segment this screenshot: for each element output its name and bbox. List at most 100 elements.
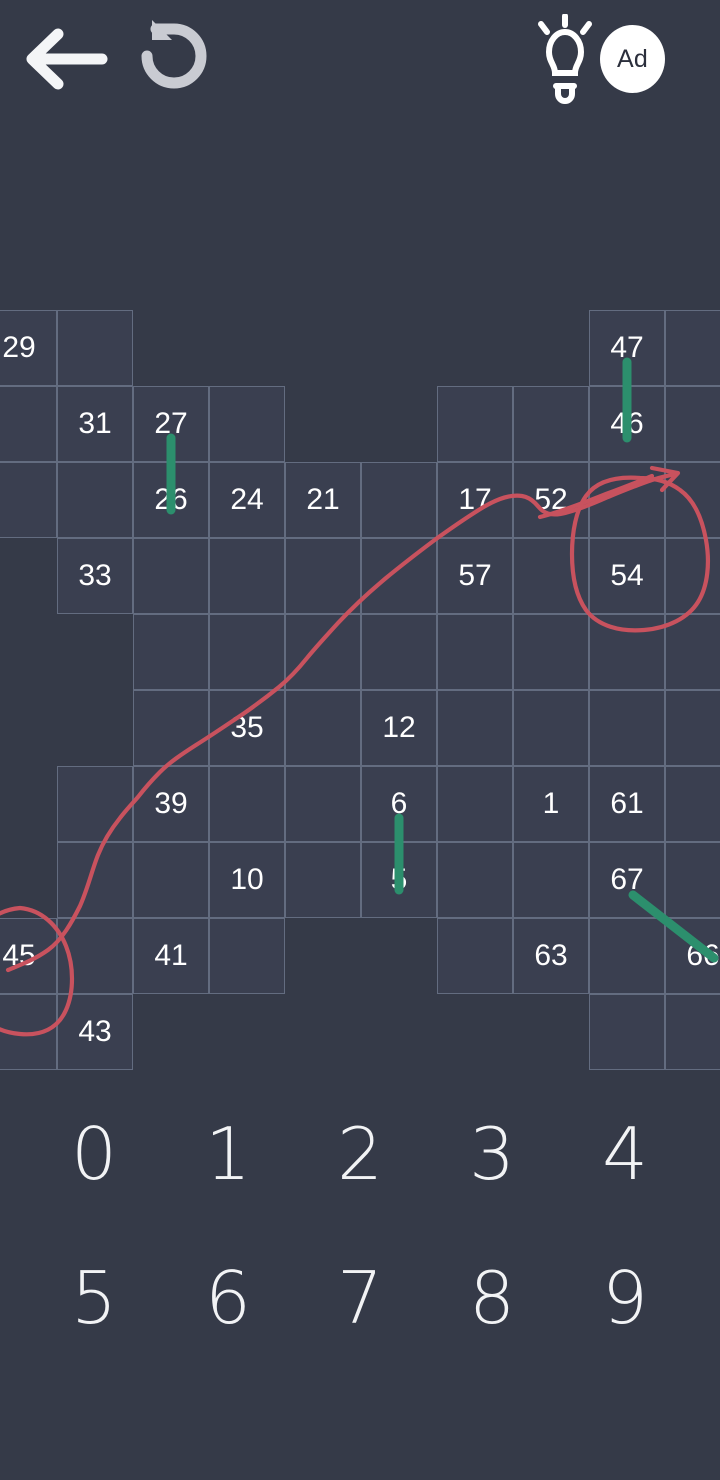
grid-cell-number[interactable]: 21 xyxy=(285,462,361,538)
grid-cell-empty[interactable] xyxy=(437,614,513,690)
hint-lightbulb-button[interactable] xyxy=(528,13,602,104)
number-keypad[interactable]: 0 1 2 3 4 5 6 7 8 9 xyxy=(0,1085,720,1385)
grid-cell-empty[interactable] xyxy=(285,614,361,690)
grid-cell-empty[interactable] xyxy=(513,614,589,690)
grid-cell-number[interactable]: 45 xyxy=(0,918,57,994)
numpad-key-8[interactable]: 8 xyxy=(469,1256,515,1340)
grid-cell-number[interactable]: 5 xyxy=(361,842,437,918)
grid-cell-empty[interactable] xyxy=(209,386,285,462)
numpad-key-1[interactable]: 1 xyxy=(205,1112,251,1196)
grid-cell-empty[interactable] xyxy=(0,386,57,462)
grid-cell-number[interactable]: 43 xyxy=(57,994,133,1070)
grid-cell-empty[interactable] xyxy=(133,690,209,766)
grid-cell-empty[interactable] xyxy=(57,842,133,918)
grid-cell-empty[interactable] xyxy=(285,690,361,766)
grid-cell-number[interactable]: 17 xyxy=(437,462,513,538)
grid-cell-number[interactable]: 39 xyxy=(133,766,209,842)
grid-cell-empty[interactable] xyxy=(285,766,361,842)
grid-cell-empty[interactable] xyxy=(0,994,57,1070)
grid-cell-empty[interactable] xyxy=(437,690,513,766)
grid-cell-number[interactable]: 61 xyxy=(589,766,665,842)
grid-cell-empty[interactable] xyxy=(57,766,133,842)
grid-cell-empty[interactable] xyxy=(285,538,361,614)
grid-cell-number[interactable]: 12 xyxy=(361,690,437,766)
grid-cell-number[interactable]: 47 xyxy=(589,310,665,386)
numpad-key-2[interactable]: 2 xyxy=(337,1112,383,1196)
grid-cell-empty[interactable] xyxy=(209,766,285,842)
grid-cell-number[interactable]: 63 xyxy=(513,918,589,994)
grid-cell-empty[interactable] xyxy=(665,462,720,538)
grid-cell-empty[interactable] xyxy=(513,690,589,766)
grid-cell-empty[interactable] xyxy=(57,918,133,994)
grid-cell-number[interactable]: 6 xyxy=(361,766,437,842)
grid-cell-empty[interactable] xyxy=(589,994,665,1070)
grid-cell-empty[interactable] xyxy=(589,462,665,538)
grid-cell-empty[interactable] xyxy=(513,386,589,462)
grid-cell-number[interactable]: 10 xyxy=(209,842,285,918)
grid-cell-empty[interactable] xyxy=(209,614,285,690)
numpad-key-7[interactable]: 7 xyxy=(337,1256,383,1340)
numpad-key-5[interactable]: 5 xyxy=(71,1256,117,1340)
grid-cell-empty[interactable] xyxy=(133,614,209,690)
grid-cell-number[interactable]: 27 xyxy=(133,386,209,462)
grid-cell-empty[interactable] xyxy=(0,462,57,538)
ad-badge[interactable]: Ad xyxy=(600,25,665,93)
undo-button[interactable] xyxy=(130,18,216,100)
grid-cell-empty[interactable] xyxy=(665,994,720,1070)
grid-cell-empty[interactable] xyxy=(589,614,665,690)
numpad-key-9[interactable]: 9 xyxy=(602,1256,648,1340)
grid-cell-empty[interactable] xyxy=(361,614,437,690)
grid-cell-empty[interactable] xyxy=(437,842,513,918)
grid-cell-empty[interactable] xyxy=(57,310,133,386)
numpad-key-6[interactable]: 6 xyxy=(205,1256,251,1340)
grid-cell-number[interactable]: 67 xyxy=(589,842,665,918)
grid-cell-empty[interactable] xyxy=(133,842,209,918)
grid-cell-empty[interactable] xyxy=(513,538,589,614)
grid-cell-number[interactable]: 41 xyxy=(133,918,209,994)
grid-cell-empty[interactable] xyxy=(589,690,665,766)
grid-cell-number[interactable]: 24 xyxy=(209,462,285,538)
grid-cell-number[interactable]: 35 xyxy=(209,690,285,766)
grid-cell-number[interactable]: 66 xyxy=(665,918,720,994)
grid-cell-empty[interactable] xyxy=(665,538,720,614)
grid-cell-empty[interactable] xyxy=(665,310,720,386)
grid-cell-number[interactable]: 57 xyxy=(437,538,513,614)
back-button[interactable] xyxy=(22,22,114,96)
grid-cell-empty[interactable] xyxy=(361,538,437,614)
numpad-key-0[interactable]: 0 xyxy=(71,1112,117,1196)
grid-cell-number[interactable]: 31 xyxy=(57,386,133,462)
grid-cell-empty[interactable] xyxy=(57,462,133,538)
grid-cell-empty[interactable] xyxy=(665,386,720,462)
grid-cell-empty[interactable] xyxy=(437,766,513,842)
number-grid[interactable]: 29 47 31 27 46 26 24 21 17 52 33 57 54 35 12 39 6 1 61 10 5 6… xyxy=(0,310,720,1070)
grid-cell-empty[interactable] xyxy=(589,918,665,994)
grid-cell-empty[interactable] xyxy=(285,842,361,918)
grid-cell-number[interactable]: 26 xyxy=(133,462,209,538)
grid-cell-number[interactable]: 33 xyxy=(57,538,133,614)
undo-icon xyxy=(141,20,207,89)
ad-badge-label: Ad xyxy=(617,44,648,73)
grid-cell-number[interactable]: 46 xyxy=(589,386,665,462)
grid-cell-empty[interactable] xyxy=(665,842,720,918)
grid-cell-number[interactable]: 54 xyxy=(589,538,665,614)
grid-cell-empty[interactable] xyxy=(665,766,720,842)
grid-cell-empty[interactable] xyxy=(437,386,513,462)
grid-cell-empty[interactable] xyxy=(133,538,209,614)
grid-cell-empty[interactable] xyxy=(209,918,285,994)
grid-cell-empty[interactable] xyxy=(361,462,437,538)
numpad-key-4[interactable]: 4 xyxy=(602,1112,648,1196)
grid-cell-layer: 29 47 31 27 46 26 24 21 17 52 33 57 54 35 12 39 6 1 61 10 5 6… xyxy=(0,310,720,1070)
back-arrow-icon xyxy=(26,28,108,90)
numpad-key-3[interactable]: 3 xyxy=(469,1112,515,1196)
grid-cell-empty[interactable] xyxy=(665,690,720,766)
grid-cell-empty[interactable] xyxy=(209,538,285,614)
lightbulb-hint-icon xyxy=(538,13,592,104)
grid-cell-number[interactable]: 29 xyxy=(0,310,57,386)
top-toolbar: Ad xyxy=(0,0,720,118)
grid-cell-number[interactable]: 1 xyxy=(513,766,589,842)
grid-cell-empty[interactable] xyxy=(513,842,589,918)
grid-cell-number[interactable]: 52 xyxy=(513,462,589,538)
grid-cell-empty[interactable] xyxy=(665,614,720,690)
grid-cell-empty[interactable] xyxy=(437,918,513,994)
